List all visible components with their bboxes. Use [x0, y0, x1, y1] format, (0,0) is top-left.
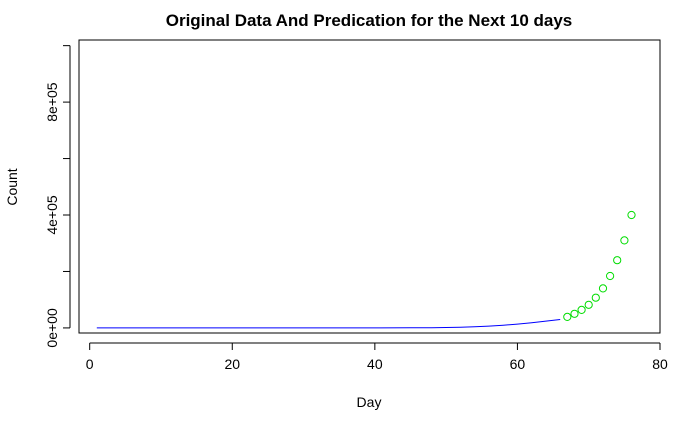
prediction-point [627, 210, 636, 220]
prediction-point [606, 271, 615, 281]
y-axis: 0e+00 4e+05 8e+05 [44, 45, 71, 348]
prediction-point [563, 312, 572, 321]
prediction-point [598, 284, 608, 293]
x-tick-label: 80 [652, 356, 668, 372]
prediction-point [584, 300, 593, 309]
prediction-point [620, 236, 629, 245]
series-line-original [96, 319, 561, 329]
plot-frame [78, 39, 661, 334]
series-layer [96, 210, 636, 329]
x-tick-label: 20 [224, 356, 240, 372]
prediction-point [577, 305, 586, 314]
x-tick-label: 40 [367, 356, 383, 372]
chart-title: Original Data And Predication for the Ne… [166, 11, 573, 30]
y-tick-label: 0e+00 [44, 308, 60, 348]
y-tick-label: 8e+05 [44, 82, 60, 122]
y-tick-label: 4e+05 [44, 195, 60, 235]
prediction-point [591, 293, 600, 302]
prediction-point [613, 256, 622, 265]
prediction-point [570, 309, 579, 318]
x-tick-label: 60 [510, 356, 526, 372]
x-tick-label: 0 [86, 356, 94, 372]
x-axis-label: Day [357, 394, 382, 410]
y-axis-label: Count [4, 168, 20, 205]
x-axis: 0 20 40 60 80 [86, 342, 668, 372]
